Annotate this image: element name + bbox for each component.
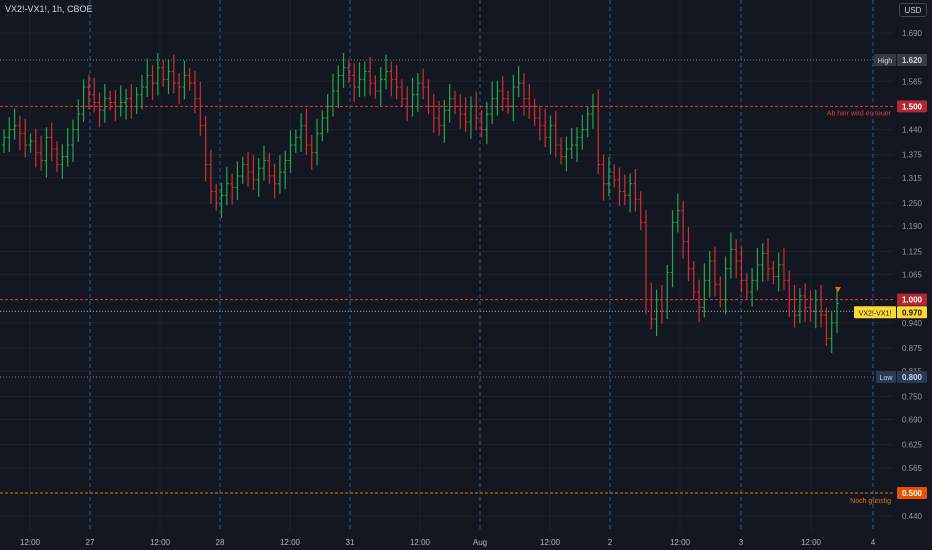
price-tick-label: 1.190 (902, 222, 923, 231)
price-tick-label: 1.250 (902, 199, 923, 208)
time-tick-label: 12:00 (20, 538, 41, 547)
price-tick-label: 0.565 (902, 464, 923, 473)
level-0500-badge-bg (897, 486, 927, 499)
line-note-expensive: Ab hier wird es teuer (827, 110, 892, 117)
high-label-tag: High (878, 58, 893, 65)
current-symbol-tag: VX2!-VX1! (859, 310, 892, 317)
price-tick-label: 1.690 (902, 29, 923, 38)
price-tick-label: 1.375 (902, 151, 923, 160)
high-label-tag-bg (874, 54, 896, 66)
time-tick-label: 2 (608, 538, 613, 547)
low-label-tag-bg (876, 371, 896, 383)
current-value-badge-bg (897, 306, 927, 319)
time-tick-label: 12:00 (280, 538, 301, 547)
low-value-badge-bg (897, 371, 927, 383)
price-tick-label: 1.315 (902, 174, 923, 183)
low-value-badge: 0.800 (902, 373, 923, 382)
time-tick-label: 28 (216, 538, 225, 547)
line-note-cheap: Noch günstig (850, 498, 891, 505)
price-tick-label: 0.750 (902, 392, 923, 401)
level-1500-badge: 1.500 (902, 102, 923, 111)
currency-button[interactable]: USD (899, 3, 927, 17)
current-symbol-tag-bg (854, 306, 896, 319)
grid-lines (0, 0, 893, 532)
time-tick-label: 27 (86, 538, 95, 547)
symbol-title[interactable]: VX2!-VX1!, 1h, CBOE (5, 4, 93, 14)
time-tick-label: 12:00 (410, 538, 431, 547)
time-tick-label: 12:00 (150, 538, 171, 547)
current-value-badge: 0.970 (902, 308, 923, 317)
time-tick-label: 31 (346, 538, 355, 547)
time-tick-label: 4 (871, 538, 876, 547)
high-value-badge: 1.620 (902, 56, 923, 65)
price-tick-label: 1.565 (902, 77, 923, 86)
high-value-badge-bg (897, 54, 927, 66)
price-tick-label: 0.875 (902, 344, 923, 353)
price-axis[interactable]: 1.690 1.565 1.440 1.375 1.315 1.250 1.190 1.125… (854, 29, 927, 521)
price-tick-label: 1.065 (902, 271, 923, 280)
level-1000-badge-bg (897, 293, 927, 306)
level-0500-badge: 0.500 (902, 489, 923, 498)
price-bars (2, 53, 839, 354)
price-tick-label: 0.690 (902, 416, 923, 425)
price-tick-label: 0.940 (902, 319, 923, 328)
level-1500-badge-bg (897, 100, 927, 113)
level-1000-badge: 1.000 (902, 296, 923, 305)
time-tick-label: Aug (473, 538, 487, 547)
price-tick-label: 0.625 (902, 441, 923, 450)
horizontal-lines (0, 59, 893, 494)
time-tick-label: 12:00 (670, 538, 691, 547)
overlay-labels: Ab hier wird es teuer Noch günstig (827, 110, 892, 505)
time-tick-label: 12:00 (540, 538, 561, 547)
price-tick-label: 0.440 (902, 512, 923, 521)
time-axis[interactable]: 12:00 27 12:00 28 12:00 31 12:00 Aug 12:00 2 12:00… (20, 538, 876, 547)
price-alert-marker-icon (835, 287, 841, 292)
low-label-tag: Low (880, 375, 894, 382)
time-tick-label: 3 (739, 538, 744, 547)
price-tick-label: 1.125 (902, 247, 923, 256)
price-tick-label: 1.440 (902, 126, 923, 135)
time-tick-label: 12:00 (801, 538, 822, 547)
